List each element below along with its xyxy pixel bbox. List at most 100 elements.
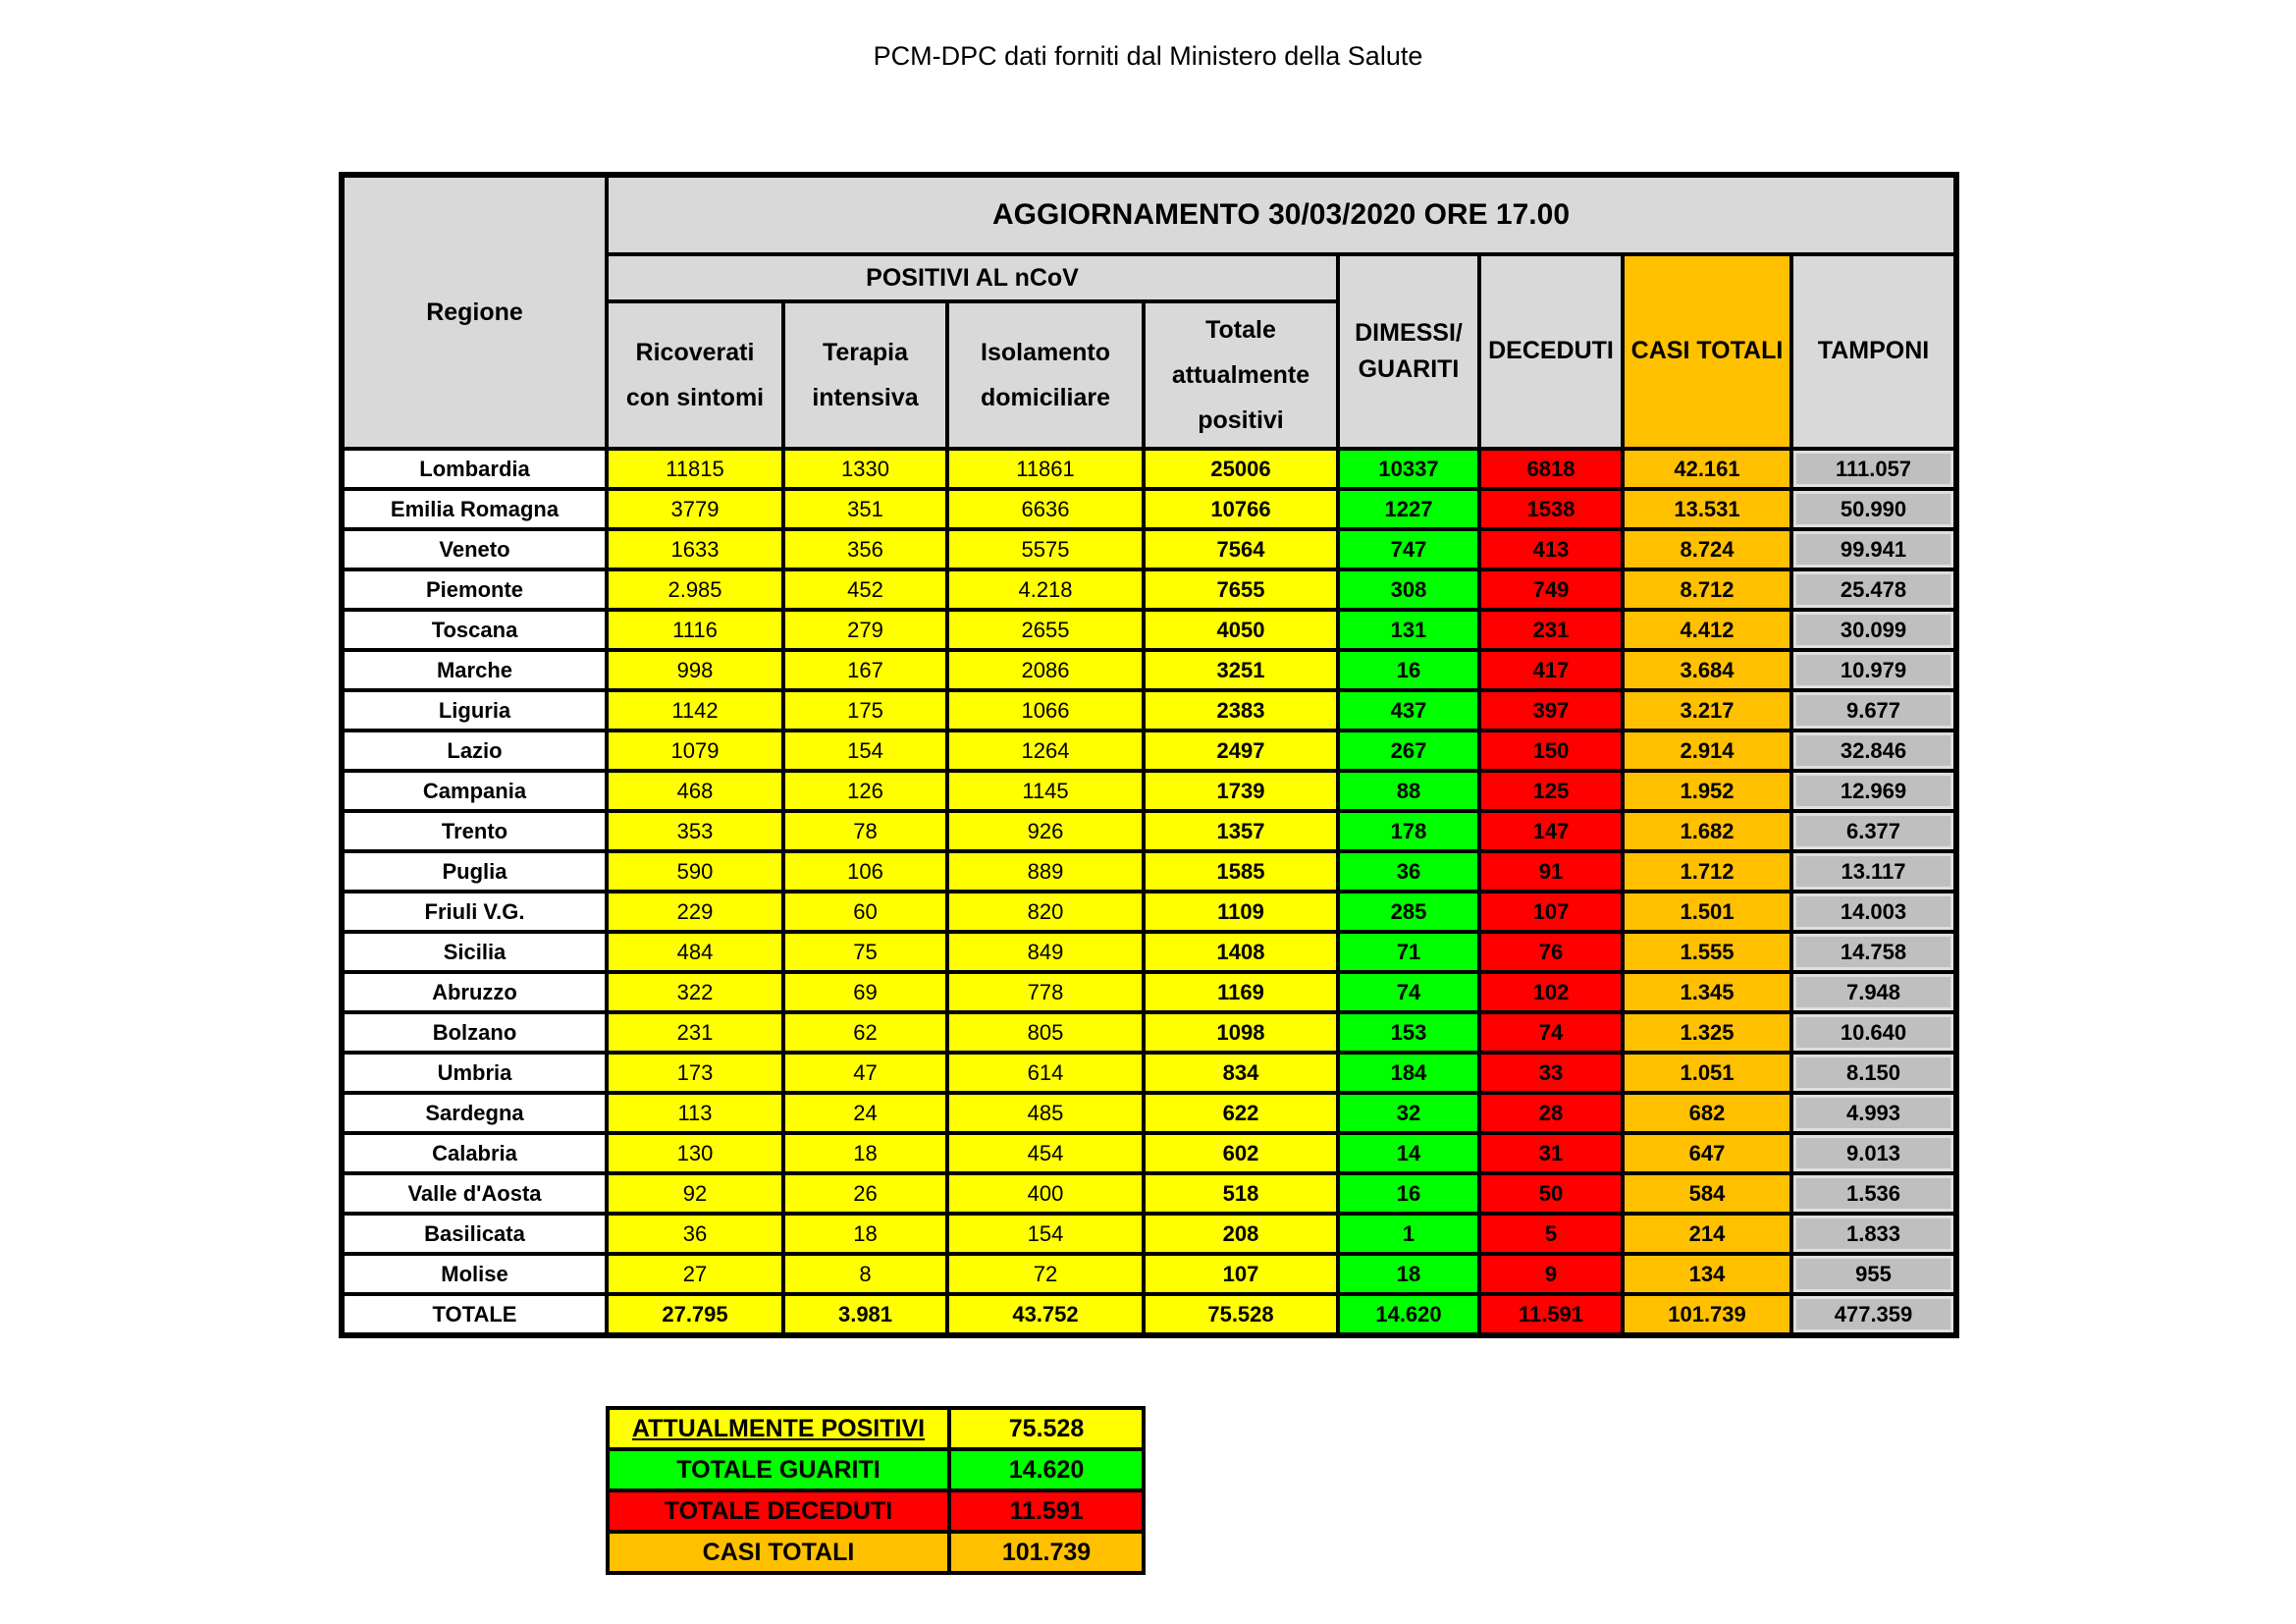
- terapia-cell: 126: [781, 769, 949, 813]
- casi-totali-cell: 4.412: [1621, 608, 1793, 652]
- deceduti-cell: 413: [1477, 527, 1625, 571]
- isolamento-cell: 778: [945, 970, 1146, 1014]
- dimessi-cell: 267: [1336, 729, 1481, 773]
- deceduti-cell: 102: [1477, 970, 1625, 1014]
- casi-totali-cell: 101.739: [1621, 1292, 1793, 1337]
- ricoverati-cell: 353: [605, 809, 785, 853]
- region-cell: Emilia Romagna: [340, 487, 609, 531]
- casi-totali-cell: 1.051: [1621, 1051, 1793, 1095]
- isolamento-cell: 6636: [945, 487, 1146, 531]
- column-header-isolamento: Isolamento domiciliare: [945, 299, 1146, 451]
- ricoverati-cell: 1116: [605, 608, 785, 652]
- region-cell: Puglia: [340, 849, 609, 893]
- region-cell: Valle d'Aosta: [340, 1171, 609, 1216]
- terapia-cell: 356: [781, 527, 949, 571]
- ricoverati-cell: 231: [605, 1010, 785, 1055]
- totale-positivi-cell: 2497: [1142, 729, 1340, 773]
- casi-totali-cell: 1.325: [1621, 1010, 1793, 1055]
- casi-totali-cell: 1.501: [1621, 890, 1793, 934]
- ricoverati-cell: 1633: [605, 527, 785, 571]
- casi-totali-cell: 214: [1621, 1212, 1793, 1256]
- table-row: Campania 468 126 1145 1739 88 125 1.952 12.969: [340, 769, 1958, 813]
- dimessi-cell: 437: [1336, 688, 1481, 732]
- dimessi-cell: 747: [1336, 527, 1481, 571]
- ricoverati-cell: 1079: [605, 729, 785, 773]
- dimessi-cell: 14: [1336, 1131, 1481, 1175]
- dimessi-cell: 32: [1336, 1091, 1481, 1135]
- casi-totali-cell: 1.952: [1621, 769, 1793, 813]
- legend-value: 11.591: [947, 1489, 1146, 1534]
- table-row: Emilia Romagna 3779 351 6636 10766 1227 1538 13…: [340, 487, 1958, 531]
- ricoverati-cell: 92: [605, 1171, 785, 1216]
- region-cell: Lazio: [340, 729, 609, 773]
- region-cell: Campania: [340, 769, 609, 813]
- table-row: Sicilia 484 75 849 1408 71 76 1.555 14.758: [340, 930, 1958, 974]
- legend-row: CASI TOTALI 101.739: [606, 1530, 1146, 1575]
- column-header-tamponi: TAMPONI: [1789, 252, 1958, 451]
- tamponi-cell: 9.013: [1789, 1131, 1958, 1175]
- totale-positivi-cell: 1109: [1142, 890, 1340, 934]
- tamponi-cell: 477.359: [1789, 1292, 1958, 1337]
- column-header-casi-totali: CASI TOTALI: [1621, 252, 1793, 451]
- casi-totali-cell: 584: [1621, 1171, 1793, 1216]
- totale-positivi-cell: 2383: [1142, 688, 1340, 732]
- dimessi-cell: 16: [1336, 1171, 1481, 1216]
- isolamento-cell: 820: [945, 890, 1146, 934]
- tamponi-cell: 9.677: [1789, 688, 1958, 732]
- totale-positivi-cell: 1169: [1142, 970, 1340, 1014]
- tamponi-cell: 13.117: [1789, 849, 1958, 893]
- column-header-dimessi-guariti: DIMESSI/ GUARITI: [1336, 252, 1481, 451]
- legend-row: TOTALE DECEDUTI 11.591: [606, 1489, 1146, 1534]
- terapia-cell: 69: [781, 970, 949, 1014]
- deceduti-cell: 11.591: [1477, 1292, 1625, 1337]
- summary-legend: ATTUALMENTE POSITIVI 75.528 TOTALE GUARITI…: [606, 1406, 1146, 1575]
- region-cell: Calabria: [340, 1131, 609, 1175]
- ricoverati-cell: 590: [605, 849, 785, 893]
- totale-positivi-cell: 834: [1142, 1051, 1340, 1095]
- isolamento-cell: 805: [945, 1010, 1146, 1055]
- dimessi-cell: 1227: [1336, 487, 1481, 531]
- terapia-cell: 351: [781, 487, 949, 531]
- tamponi-cell: 14.758: [1789, 930, 1958, 974]
- region-cell: Liguria: [340, 688, 609, 732]
- casi-totali-cell: 13.531: [1621, 487, 1793, 531]
- deceduti-cell: 125: [1477, 769, 1625, 813]
- legend-row: ATTUALMENTE POSITIVI 75.528: [606, 1406, 1146, 1451]
- region-cell: Sardegna: [340, 1091, 609, 1135]
- deceduti-cell: 33: [1477, 1051, 1625, 1095]
- deceduti-cell: 231: [1477, 608, 1625, 652]
- isolamento-cell: 2655: [945, 608, 1146, 652]
- isolamento-cell: 2086: [945, 648, 1146, 692]
- terapia-cell: 8: [781, 1252, 949, 1296]
- region-cell: Piemonte: [340, 568, 609, 612]
- column-header-deceduti: DECEDUTI: [1477, 252, 1625, 451]
- terapia-cell: 1330: [781, 447, 949, 491]
- totale-positivi-cell: 622: [1142, 1091, 1340, 1135]
- terapia-cell: 3.981: [781, 1292, 949, 1337]
- isolamento-cell: 72: [945, 1252, 1146, 1296]
- column-header-ricoverati: Ricoverati con sintomi: [605, 299, 785, 451]
- tamponi-cell: 4.993: [1789, 1091, 1958, 1135]
- casi-totali-cell: 1.682: [1621, 809, 1793, 853]
- dimessi-cell: 74: [1336, 970, 1481, 1014]
- table-row: Puglia 590 106 889 1585 36 91 1.712 13.117: [340, 849, 1958, 893]
- deceduti-cell: 417: [1477, 648, 1625, 692]
- dimessi-cell: 88: [1336, 769, 1481, 813]
- ricoverati-cell: 468: [605, 769, 785, 813]
- deceduti-cell: 147: [1477, 809, 1625, 853]
- ricoverati-cell: 1142: [605, 688, 785, 732]
- table-row: Veneto 1633 356 5575 7564 747 413 8.724 99.941: [340, 527, 1958, 571]
- isolamento-cell: 400: [945, 1171, 1146, 1216]
- totale-positivi-cell: 602: [1142, 1131, 1340, 1175]
- deceduti-cell: 74: [1477, 1010, 1625, 1055]
- dimessi-cell: 184: [1336, 1051, 1481, 1095]
- tamponi-cell: 6.377: [1789, 809, 1958, 853]
- region-cell: Veneto: [340, 527, 609, 571]
- totale-positivi-cell: 10766: [1142, 487, 1340, 531]
- terapia-cell: 106: [781, 849, 949, 893]
- tamponi-cell: 10.979: [1789, 648, 1958, 692]
- update-header: AGGIORNAMENTO 30/03/2020 ORE 17.00: [605, 173, 1958, 256]
- deceduti-cell: 397: [1477, 688, 1625, 732]
- dimessi-cell: 153: [1336, 1010, 1481, 1055]
- dimessi-cell: 16: [1336, 648, 1481, 692]
